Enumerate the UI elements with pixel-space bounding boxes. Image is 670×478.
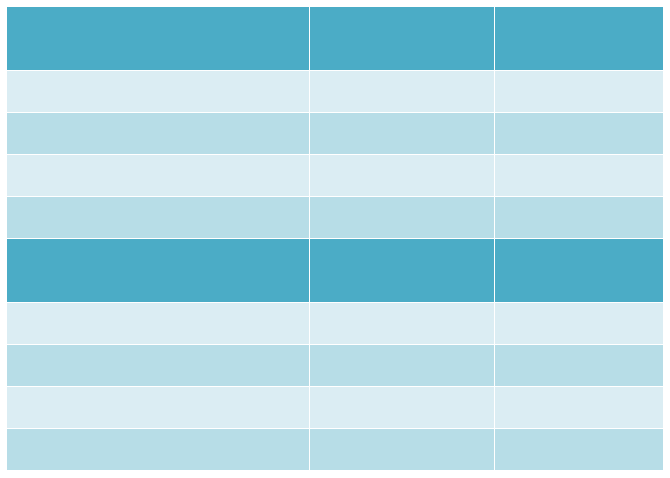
table-cell — [7, 71, 309, 112]
table-cell — [310, 197, 494, 238]
header-cell — [7, 7, 309, 70]
table-cell — [7, 155, 309, 196]
table-cell — [310, 155, 494, 196]
header-cell — [495, 239, 663, 302]
table-cell — [310, 387, 494, 428]
table-cell — [495, 429, 663, 470]
table-cell — [7, 197, 309, 238]
table-cell — [495, 155, 663, 196]
table-cell — [310, 71, 494, 112]
table-cell — [7, 113, 309, 154]
table-cell — [495, 345, 663, 386]
table-cell — [310, 345, 494, 386]
table-cell — [495, 71, 663, 112]
header-cell — [7, 239, 309, 302]
table-cell — [495, 303, 663, 344]
table-cell — [495, 387, 663, 428]
header-cell — [310, 239, 494, 302]
header-cell — [495, 7, 663, 70]
table-cell — [7, 429, 309, 470]
table-cell — [7, 387, 309, 428]
header-cell — [310, 7, 494, 70]
table-cell — [7, 303, 309, 344]
table-cell — [495, 197, 663, 238]
empty-table — [7, 7, 663, 470]
table-cell — [310, 303, 494, 344]
table-cell — [495, 113, 663, 154]
table-cell — [310, 113, 494, 154]
table-cell — [7, 345, 309, 386]
table-cell — [310, 429, 494, 470]
